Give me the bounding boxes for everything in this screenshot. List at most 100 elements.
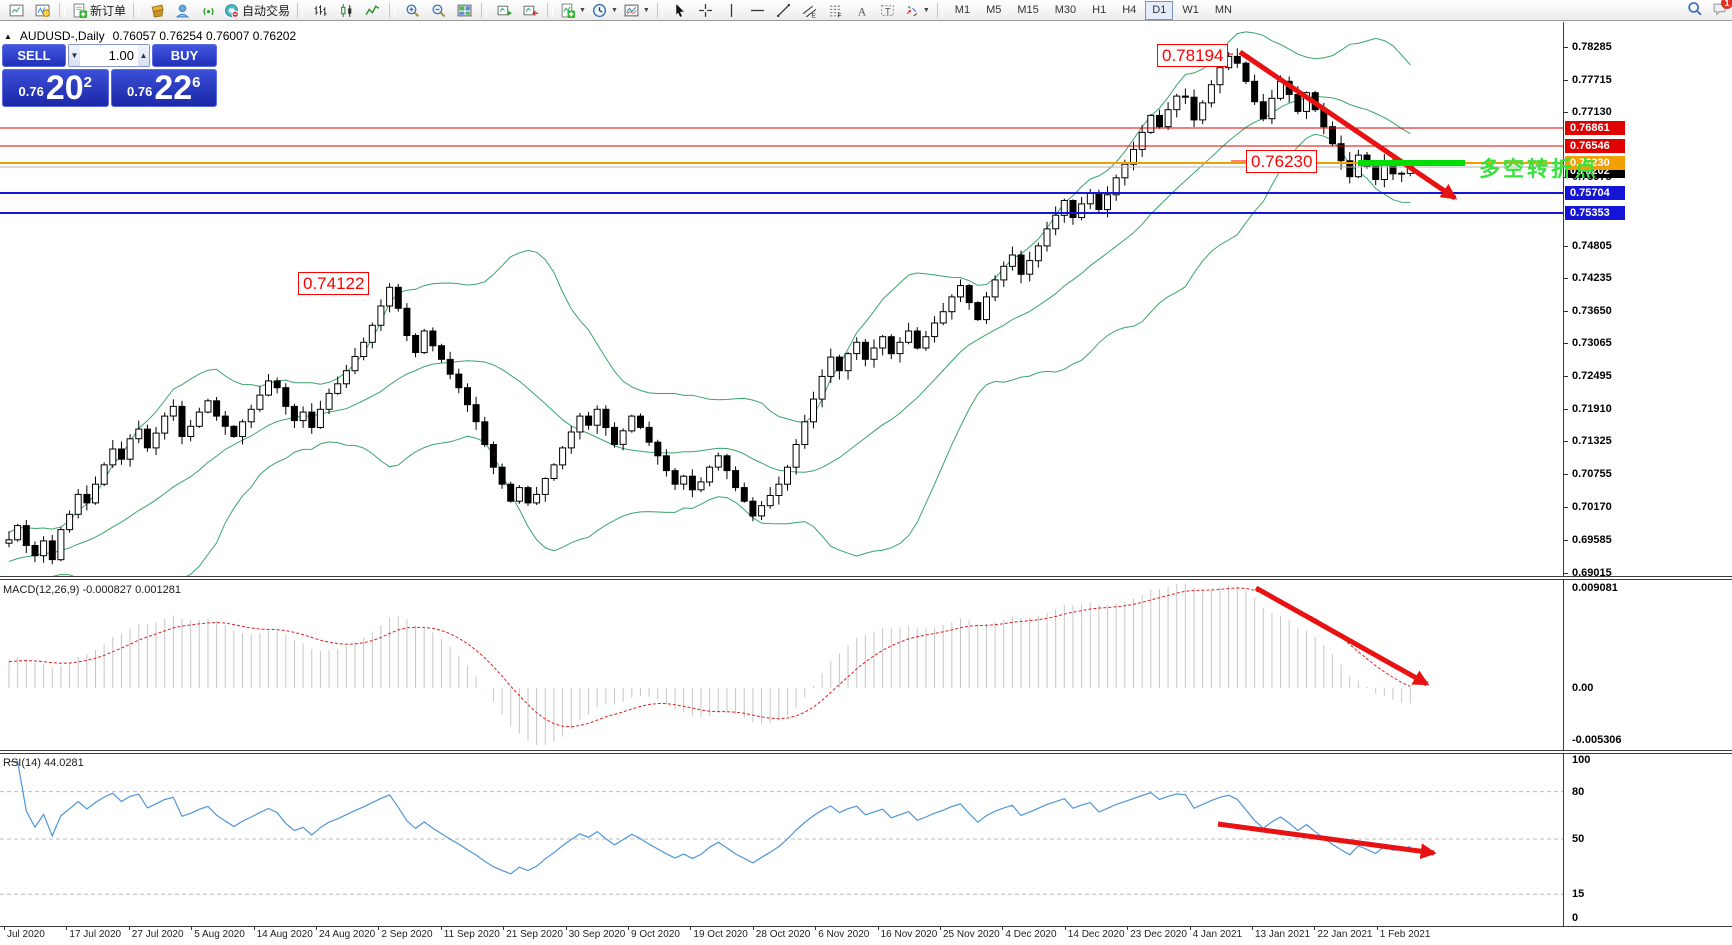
arrows-dropdown-icon[interactable]: ▼ xyxy=(922,6,930,14)
candle-body xyxy=(775,483,783,497)
notifications-button[interactable]: 1 xyxy=(1712,0,1732,21)
candle-body xyxy=(637,415,644,428)
sell-price-button[interactable]: 0.76 20 2 xyxy=(2,69,109,107)
axis-tick xyxy=(1563,474,1568,475)
linechart-icon xyxy=(365,4,379,15)
new-order-button[interactable]: 新订单 xyxy=(69,1,129,20)
zoom-in-button[interactable] xyxy=(399,1,425,20)
time-tick xyxy=(1002,926,1004,930)
macd-signal-line xyxy=(8,587,1411,728)
bars-mode-button[interactable] xyxy=(307,1,333,20)
periods-button[interactable]: ▼ xyxy=(589,1,621,20)
macd-pane[interactable] xyxy=(0,579,1567,750)
rsi-axis-label: 0 xyxy=(1572,912,1579,924)
candle-body xyxy=(1112,177,1120,196)
zoom-out-button[interactable] xyxy=(425,1,451,20)
candle-body xyxy=(827,356,835,377)
support-segment-line[interactable] xyxy=(1358,160,1465,166)
tile-windows-button[interactable] xyxy=(451,1,477,20)
timeframe-m30-button[interactable]: M30 xyxy=(1054,3,1077,16)
arrows-button[interactable]: ▼ xyxy=(901,1,933,20)
bars-icon xyxy=(314,4,326,16)
cursor-button[interactable] xyxy=(667,1,693,20)
community-button[interactable] xyxy=(169,1,195,20)
signals-button[interactable] xyxy=(195,1,221,20)
timeframe-m15-button[interactable]: M15 xyxy=(1017,3,1039,16)
vertical-line-button[interactable] xyxy=(719,1,745,20)
search-button[interactable] xyxy=(1687,1,1702,21)
horizontal-line-button[interactable] xyxy=(745,1,771,20)
candles-mode-button[interactable] xyxy=(333,1,359,20)
candle-body xyxy=(974,302,982,321)
line-mode-button[interactable] xyxy=(359,1,385,20)
chart-shift-button[interactable] xyxy=(517,1,543,20)
auto-scroll-button[interactable] xyxy=(491,1,517,20)
candle-body xyxy=(896,341,904,355)
trendline-button[interactable] xyxy=(771,1,797,20)
timeframe-mn-button[interactable]: MN xyxy=(1214,3,1232,16)
bollinger-lower-band[interactable] xyxy=(9,133,1411,576)
timeframe-w1-button[interactable]: W1 xyxy=(1182,3,1199,16)
candle-body xyxy=(1138,131,1146,150)
equidistant-channel-button[interactable]: E xyxy=(797,1,823,20)
new-chart-button[interactable] xyxy=(3,1,29,20)
cursor-icon xyxy=(676,3,685,17)
price-flag-0.76230[interactable]: 0.76230 xyxy=(1246,150,1318,173)
time-axis-label: 23 Dec 2020 xyxy=(1130,929,1187,940)
bollinger-middle-band[interactable] xyxy=(8,95,1411,562)
crosshair-button[interactable] xyxy=(693,1,719,20)
buy-price-big: 22 xyxy=(154,69,193,107)
axis-tick xyxy=(1563,278,1568,279)
sell-price-pip: 2 xyxy=(83,74,92,91)
timeframe-h1-button[interactable]: H1 xyxy=(1092,3,1107,16)
candle-body xyxy=(792,444,800,468)
templates-button[interactable]: ▼ xyxy=(621,1,653,20)
timeframe-d1-button[interactable]: D1 xyxy=(1145,0,1174,20)
add-indicator-dropdown-icon[interactable]: ▼ xyxy=(579,6,586,14)
fibonacci-button[interactable]: F xyxy=(823,1,849,20)
sell-button[interactable]: SELL xyxy=(2,44,66,67)
text-button[interactable]: A xyxy=(849,1,875,20)
time-axis-label: 14 Dec 2020 xyxy=(1067,929,1125,940)
macd-axis-label: 0.009081 xyxy=(1572,582,1618,594)
price-flag-0.74122[interactable]: 0.74122 xyxy=(298,272,370,295)
buy-price-button[interactable]: 0.76 22 6 xyxy=(110,69,217,107)
time-axis-label: 28 Oct 2020 xyxy=(755,929,811,940)
candle-body xyxy=(481,421,489,445)
candle-body xyxy=(273,380,281,389)
add-indicator-button[interactable]: ▼ xyxy=(557,1,589,20)
candle-body xyxy=(1121,163,1129,179)
candle-body xyxy=(135,428,143,440)
bollinger-upper-band[interactable] xyxy=(8,31,1411,534)
timeframe-m1-button[interactable]: M1 xyxy=(954,3,971,16)
depth-of-market-button[interactable] xyxy=(143,1,169,20)
text-label-button[interactable]: T xyxy=(875,1,901,20)
price-flag-0.78194[interactable]: 0.78194 xyxy=(1157,44,1229,67)
volume-increase-button[interactable]: ▲ xyxy=(137,45,149,66)
time-tick xyxy=(378,926,380,930)
toolbar-separator xyxy=(547,2,554,18)
main-chart[interactable] xyxy=(0,22,1567,576)
macd-pane-splitter[interactable] xyxy=(0,576,1732,580)
candle-body xyxy=(1329,126,1336,145)
collapse-triangle-icon[interactable]: ▲ xyxy=(4,31,12,41)
algo-trading-button[interactable]: 自动交易 xyxy=(221,1,293,20)
volume-input[interactable] xyxy=(80,45,138,66)
buy-button[interactable]: BUY xyxy=(152,44,217,67)
turning-point-note[interactable]: 多空转折点 xyxy=(1479,158,1599,181)
templates-dropdown-icon[interactable]: ▼ xyxy=(642,6,650,14)
timeframe-m5-button[interactable]: M5 xyxy=(986,3,1002,16)
toolbar-right: 1 xyxy=(1687,0,1732,21)
tick-chart-button[interactable] xyxy=(29,1,55,20)
rsi-pane[interactable] xyxy=(0,753,1567,926)
time-tick xyxy=(1189,926,1191,930)
candle-body xyxy=(325,392,333,410)
timeframe-h4-button[interactable]: H4 xyxy=(1122,3,1137,16)
volume-decrease-button[interactable]: ▼ xyxy=(69,45,81,66)
price-axis-label: 0.72495 xyxy=(1572,370,1612,382)
price-axis-label: 0.74235 xyxy=(1572,272,1612,284)
candle-body xyxy=(1285,80,1293,95)
price-level-badge-0.76861: 0.76861 xyxy=(1565,121,1625,135)
periods-dropdown-icon[interactable]: ▼ xyxy=(610,6,618,14)
rsi-pane-splitter[interactable] xyxy=(0,750,1732,754)
